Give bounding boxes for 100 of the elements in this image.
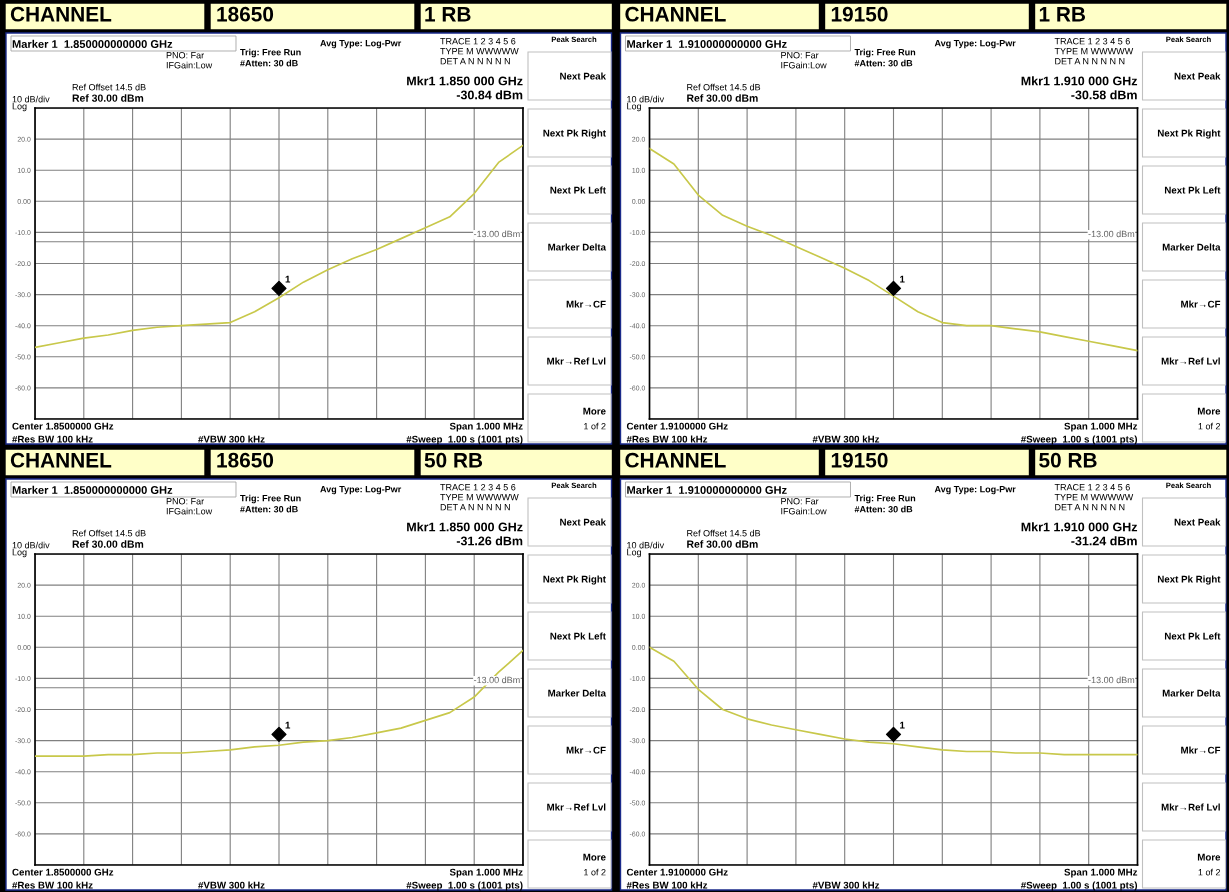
text: Marker Delta — [548, 689, 607, 697]
text: 1 RB — [1039, 7, 1086, 22]
text: Marker 1 1.850000000000 GHz — [12, 39, 173, 48]
text: Center 1.9100000 GHz — [626, 422, 728, 430]
text: More — [583, 853, 606, 861]
text: IFGain:Low — [166, 507, 213, 515]
text: #Res BW 100 kHz — [626, 881, 708, 889]
text: Mkr1 1.910 000 GHz — [1021, 522, 1138, 532]
text: Next Pk Right — [543, 129, 606, 139]
text: Next Peak — [1174, 518, 1221, 526]
text: Span 1.000 MHz — [449, 868, 523, 878]
text: Next Pk Left — [1164, 632, 1221, 640]
text: Avg Type: Log-Pwr — [934, 40, 1016, 49]
text: Trig: Free Run — [854, 48, 916, 58]
text: Marker 1 1.850000000000 GHz — [12, 485, 173, 494]
text: CHANNEL — [625, 452, 726, 468]
text: #Sweep 1.00 s (1001 pts) — [406, 881, 523, 891]
text: TRACE 1 2 3 4 5 6 — [1054, 484, 1130, 491]
text: More — [583, 407, 606, 415]
text: -30.84 dBm — [456, 90, 523, 100]
text: 18650 — [217, 452, 274, 468]
text: Mkr1 1.850 000 GHz — [407, 76, 523, 86]
text: Ref 30.00 dBm — [687, 540, 758, 548]
text: Ref Offset 14.5 dB — [72, 83, 146, 91]
line-series — [649, 147, 1138, 352]
text: Next Pk Right — [543, 575, 606, 585]
text: Next Peak — [560, 518, 607, 526]
text: Avg Type: Log-Pwr — [320, 486, 402, 495]
line-series — [35, 144, 523, 349]
text: TYPE M WWWWW — [440, 494, 519, 501]
text: Next Peak — [1174, 72, 1221, 80]
text: More — [1197, 853, 1221, 861]
text: Next Pk Right — [1157, 129, 1221, 139]
text: Mkr→Ref Lvl — [1161, 357, 1220, 365]
text: #VBW 300 kHz — [812, 881, 880, 889]
text: Mkr1 1.910 000 GHz — [1021, 76, 1138, 86]
text: #Sweep 1.00 s (1001 pts) — [1020, 881, 1138, 891]
text: 50 RB — [1039, 452, 1097, 468]
text: Next Peak — [560, 72, 607, 80]
text: TYPE M WWWWW — [440, 48, 519, 55]
text: Mkr→CF — [566, 746, 606, 754]
text: PNO: Far — [166, 52, 204, 59]
text: DET A N N N N N — [1055, 504, 1125, 511]
text: -31.26 dBm — [456, 536, 523, 546]
text: #Res BW 100 kHz — [12, 435, 93, 443]
text: DET A N N N N N — [440, 58, 510, 65]
annotation: 1 — [285, 275, 291, 283]
text: -30.58 dBm — [1071, 90, 1137, 100]
text: TRACE 1 2 3 4 5 6 — [440, 484, 516, 491]
annotation: 1 — [900, 721, 905, 729]
text: IFGain:Low — [781, 507, 827, 515]
text: Span 1.000 MHz — [449, 422, 523, 432]
text: Mkr→Ref Lvl — [1161, 803, 1220, 811]
text: Next Pk Left — [550, 186, 606, 194]
text: #Atten: 30 dB — [240, 59, 298, 67]
text: Ref Offset 14.5 dB — [687, 83, 761, 91]
text: Avg Type: Log-Pwr — [934, 486, 1016, 495]
text: 1 of 2 — [1198, 868, 1221, 876]
text: More — [1197, 407, 1221, 415]
text: Mkr→Ref Lvl — [547, 803, 606, 811]
text: Center 1.9100000 GHz — [626, 868, 728, 876]
text: -31.24 dBm — [1071, 536, 1137, 546]
text: Next Pk Left — [1164, 186, 1221, 194]
text: DET A N N N N N — [440, 504, 510, 511]
line-series — [649, 646, 1138, 756]
text: Ref 30.00 dBm — [72, 94, 144, 102]
text: TRACE 1 2 3 4 5 6 — [1054, 38, 1130, 45]
text: #Sweep 1.00 s (1001 pts) — [1020, 435, 1138, 445]
text: #VBW 300 kHz — [812, 435, 880, 443]
text: #Res BW 100 kHz — [12, 881, 93, 889]
text: #Atten: 30 dB — [854, 59, 913, 67]
ref-line-label: -13.00 dBm — [1088, 230, 1135, 238]
text: DET A N N N N N — [1055, 58, 1125, 65]
line-series — [35, 649, 523, 757]
text: Mkr→CF — [1181, 300, 1221, 308]
text: Log — [12, 103, 27, 112]
text: #Sweep 1.00 s (1001 pts) — [406, 435, 523, 445]
text: #Atten: 30 dB — [240, 505, 298, 513]
text: Marker Delta — [1162, 243, 1221, 251]
text: 18650 — [217, 6, 274, 22]
text: Mkr→CF — [566, 300, 606, 308]
ref-line-label: -13.00 dBm — [473, 230, 520, 238]
text: Ref 30.00 dBm — [72, 540, 144, 548]
text: Avg Type: Log-Pwr — [320, 40, 402, 49]
text: #VBW 300 kHz — [198, 881, 265, 889]
text: 19150 — [831, 6, 888, 22]
text: Span 1.000 MHz — [1064, 868, 1138, 878]
text: Next Pk Left — [550, 632, 606, 640]
text: PNO: Far — [166, 498, 204, 505]
text: Marker Delta — [548, 243, 607, 251]
text: IFGain:Low — [166, 61, 213, 69]
text: Ref Offset 14.5 dB — [687, 529, 761, 537]
text: TYPE M WWWWW — [1054, 48, 1134, 55]
text: PNO: Far — [781, 498, 819, 505]
text: Center 1.8500000 GHz — [12, 422, 114, 430]
text: Marker Delta — [1162, 689, 1221, 697]
text: Marker 1 1.910000000000 GHz — [627, 39, 787, 48]
text: #Atten: 30 dB — [854, 505, 913, 513]
text: 10 dB/div — [627, 95, 665, 103]
text: Mkr→CF — [1181, 746, 1221, 754]
